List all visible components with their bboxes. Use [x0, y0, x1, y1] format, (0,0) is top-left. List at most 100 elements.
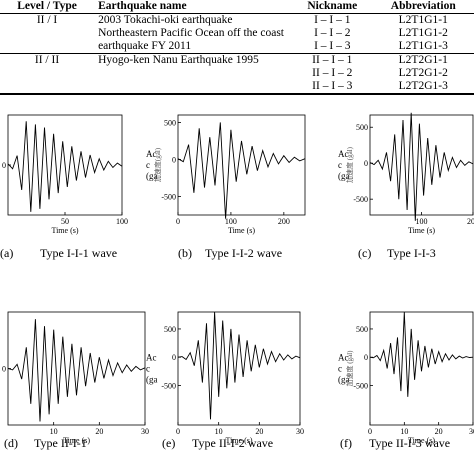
y-tick-label: 0 — [172, 155, 176, 164]
x-tick-label: 30 — [296, 427, 304, 436]
y-tick-label: -500 — [161, 381, 176, 390]
x-tick-label: 20 — [255, 427, 263, 436]
x-axis-label: Time (s) — [225, 436, 252, 445]
caption: Type I-I-1 wave — [40, 246, 117, 260]
y-axis-label-rotated: 加速度(gal) — [153, 147, 162, 182]
y-tick-label: -500 — [161, 192, 176, 201]
nickname-line: II – I – 2 — [312, 67, 353, 79]
earthquake-name: Hyogo-ken Nanu Earthquake 1995 — [94, 53, 293, 95]
level-type: II / I — [0, 13, 95, 54]
x-axis-label: Time (s) — [63, 436, 90, 445]
x-tick-label: 0 — [176, 217, 180, 226]
y-tick-label: 0 — [2, 161, 6, 170]
y-axis-label: (ga — [146, 375, 158, 385]
x-tick-label: 200 — [278, 217, 290, 226]
y-axis-label: (ga — [146, 171, 158, 181]
nickname: I – I – 1 — [292, 14, 372, 28]
caption: Type II-I-3 wave — [369, 436, 450, 450]
level-type: II / II — [0, 53, 95, 95]
caption-label: (a) — [0, 246, 13, 260]
abbreviation: L2T1G1-2 L2T1G1-3 — [372, 27, 474, 54]
x-tick-label: 100 — [116, 217, 128, 226]
x-tick-label: 10 — [50, 427, 58, 436]
waveform — [369, 112, 474, 221]
waveform — [7, 319, 146, 422]
plot-frame — [177, 114, 306, 216]
caption-label: (e) — [162, 436, 175, 450]
y-tick-label: 500 — [164, 118, 176, 127]
y-axis-label: (ga — [338, 375, 350, 385]
caption-label: (d) — [4, 436, 18, 450]
earthquake-name: Northeastern Pacific Ocean off the coast… — [94, 27, 293, 54]
x-tick-label: 0 — [368, 427, 372, 436]
nickname-line: I – I – 2 — [314, 27, 351, 39]
abbreviation-line: L2T1G1-3 — [398, 40, 448, 52]
plot-frame — [177, 311, 301, 426]
y-axis-label: c — [146, 364, 150, 374]
y-tick-label: 0 — [2, 365, 6, 374]
waveform — [177, 122, 306, 219]
nickname-line: II – I – 3 — [312, 80, 353, 92]
table-row: Northeastern Pacific Ocean off the coast… — [0, 27, 474, 54]
column-header: Level / Type — [0, 0, 95, 14]
x-tick-label: 200 — [467, 217, 474, 226]
abbreviation: L2T1G1-1 — [373, 14, 474, 28]
y-axis-label: Ac — [338, 353, 349, 363]
y-tick-label: 0 — [364, 353, 368, 362]
caption-label: (c) — [358, 246, 371, 260]
y-axis-label: c — [338, 160, 342, 170]
abbreviation-line: L2T1G1-2 — [398, 27, 448, 39]
nickname-line: I – I – 1 — [314, 14, 351, 26]
table-row: II / II Hyogo-ken Nanu Earthquake 1995 II … — [0, 53, 474, 95]
x-tick-label: 30 — [141, 427, 149, 436]
y-tick-label: 0 — [172, 353, 176, 362]
y-tick-label: 500 — [164, 325, 176, 334]
y-axis-label-rotated: 加速度 (gal) — [345, 350, 354, 387]
x-tick-label: 20 — [95, 427, 103, 436]
earthquake-name: 2003 Tokachi-oki earthquake — [98, 14, 233, 26]
y-tick-label: -500 — [353, 195, 368, 204]
waveform — [177, 311, 301, 420]
x-axis-label: Time (s) — [228, 226, 255, 235]
earthquake-table: Level / Type Earthquake name Nickname Abbre… — [0, 0, 474, 95]
y-axis-label-rotated: 加速度 (gal) — [345, 146, 354, 183]
waveform — [369, 311, 474, 397]
x-tick-label: 100 — [225, 217, 237, 226]
x-axis-label: Time (s) — [408, 436, 435, 445]
x-axis-label: Time (s) — [408, 226, 435, 235]
y-tick-label: -500 — [353, 381, 368, 390]
y-axis-label: Ac — [338, 149, 349, 159]
y-axis-label: c — [338, 364, 342, 374]
y-axis-label: (ga — [338, 171, 350, 181]
nickname-line: I – I – 3 — [314, 40, 351, 52]
y-tick-label: 500 — [356, 123, 368, 132]
caption-label: (f) — [340, 436, 352, 450]
caption: Type II-I-1 — [34, 436, 87, 450]
caption: Type I-I-3 — [387, 246, 436, 260]
x-tick-label: 30 — [469, 427, 474, 436]
caption: Type II-I-2 wave — [192, 436, 273, 450]
x-tick-label: 10 — [400, 427, 408, 436]
abbreviation-line: L2T2G1-1 — [398, 54, 448, 66]
nickname-line: II – I – 1 — [312, 54, 353, 66]
caption: Type I-I-2 wave — [205, 246, 282, 260]
waveform — [7, 121, 123, 212]
y-axis-label: Ac — [146, 149, 157, 159]
y-axis-label: c — [146, 160, 150, 170]
abbreviation-line: L2T2G1-3 — [398, 80, 448, 92]
x-tick-label: 0 — [176, 427, 180, 436]
x-axis-label: Time (s) — [51, 226, 78, 235]
y-tick-label: 0 — [364, 159, 368, 168]
column-header: Nickname — [292, 0, 373, 14]
abbreviation-line: L2T2G1-2 — [398, 67, 448, 79]
x-tick-label: 10 — [215, 427, 223, 436]
x-tick-label: 20 — [435, 427, 443, 436]
y-tick-label: 500 — [356, 325, 368, 334]
caption-label: (b) — [178, 246, 192, 260]
table-row: II / I 2003 Tokachi-oki earthquake I – I –… — [0, 13, 474, 54]
plot-frame — [369, 311, 474, 426]
y-axis-label: Ac — [146, 353, 157, 363]
